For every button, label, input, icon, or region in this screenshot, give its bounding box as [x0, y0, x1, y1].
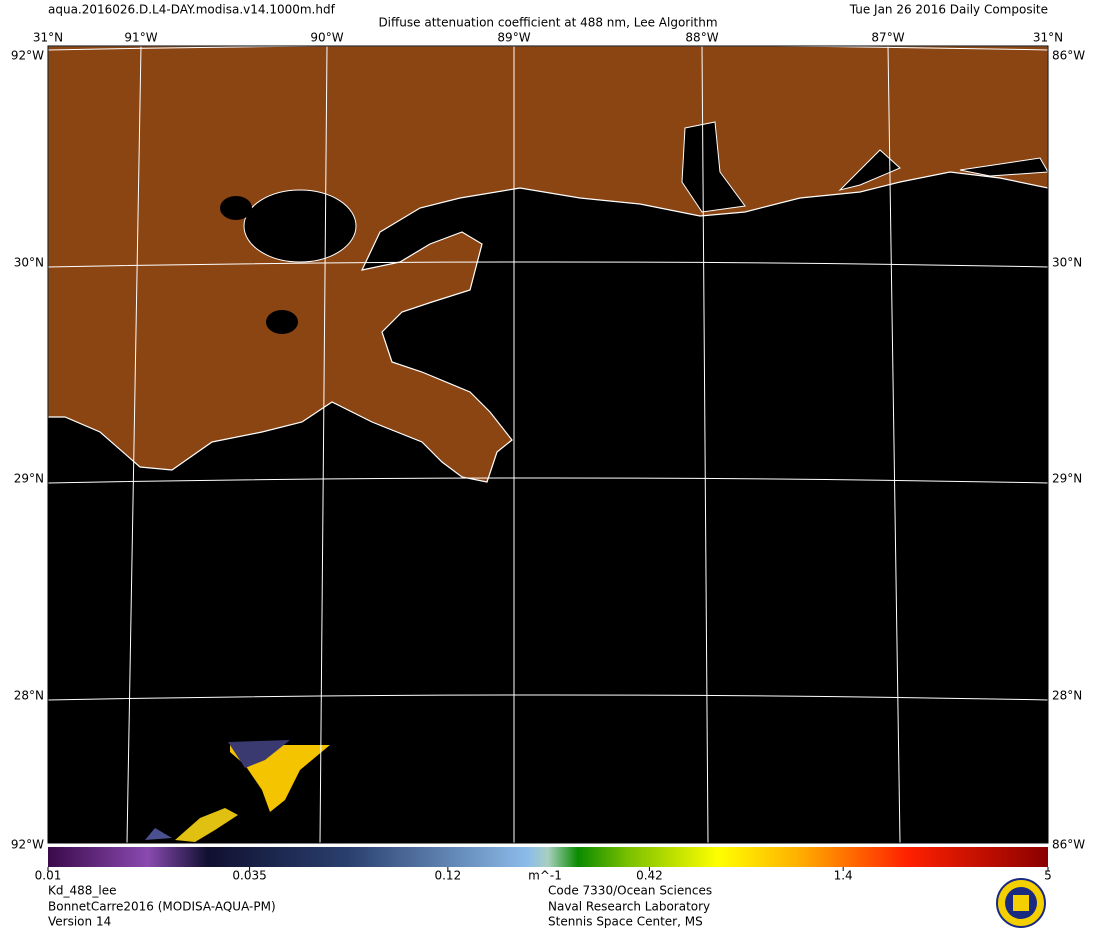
footer-center: Stennis Space Center, MS: [548, 915, 703, 929]
sediment-plume: [145, 828, 172, 840]
map-frame: [47, 45, 1049, 844]
footer-center: Code 7330/Ocean Sciences: [548, 884, 712, 898]
colorbar: [48, 847, 1048, 867]
lat-label: 28°N: [14, 689, 44, 703]
meridian: [126, 46, 142, 843]
lon-label: 88°W: [685, 31, 718, 45]
footer-left: Kd_488_lee: [48, 884, 117, 898]
colorbar-tick-label: 0.12: [434, 869, 461, 883]
lake: [266, 310, 298, 334]
colorbar-tick-label: 0.035: [232, 869, 266, 883]
sound: [838, 149, 1048, 191]
lon-label: 87°W: [871, 31, 904, 45]
colorbar-tick-label: 1.4: [834, 869, 853, 883]
parallel: [48, 694, 1048, 701]
lon-label: 89°W: [497, 31, 530, 45]
colorbar-tick-label: 0.42: [636, 869, 663, 883]
corner-label: 86°W: [1052, 838, 1085, 852]
colorbar-tick-label: 0.01: [35, 869, 62, 883]
lat-label: 30°N: [14, 256, 44, 270]
footer-center: Naval Research Laboratory: [548, 900, 710, 914]
lat-label: 28°N: [1052, 689, 1082, 703]
lat-label: 29°N: [14, 472, 44, 486]
meridian: [701, 46, 709, 843]
nrl-logo: [996, 878, 1046, 928]
bay: [681, 121, 746, 213]
meridian: [887, 46, 901, 843]
sediment-plume: [228, 740, 290, 768]
footer-left: BonnetCarre2016 (MODISA-AQUA-PM): [48, 900, 276, 914]
colorbar-tick-label: 5: [1044, 869, 1052, 883]
colorbar-unit: m^-1: [528, 869, 562, 883]
lat-label: 29°N: [1052, 472, 1082, 486]
map-area: [48, 46, 1048, 843]
lat-label: 31°N: [33, 31, 63, 45]
date-label: Tue Jan 26 2016 Daily Composite: [849, 3, 1048, 17]
file-name: aqua.2016026.D.L4-DAY.modisa.v14.1000m.h…: [48, 3, 336, 17]
meridian: [319, 46, 328, 843]
map-title: Diffuse attenuation coefficient at 488 n…: [378, 16, 717, 30]
lon-label: 90°W: [310, 31, 343, 45]
footer-left: Version 14: [48, 915, 111, 929]
land: [48, 46, 1048, 483]
lake: [220, 196, 252, 220]
parallel: [48, 261, 1048, 268]
lon-label: 91°W: [124, 31, 157, 45]
lake: [243, 189, 357, 263]
sediment-plume: [175, 808, 238, 842]
corner-label: 92°W: [11, 49, 44, 63]
corner-label: 86°W: [1052, 49, 1085, 63]
lat-label: 30°N: [1052, 256, 1082, 270]
lat-label: 31°N: [1033, 31, 1063, 45]
parallel: [48, 477, 1048, 484]
parallel: [48, 46, 1048, 51]
corner-label: 92°W: [11, 838, 44, 852]
